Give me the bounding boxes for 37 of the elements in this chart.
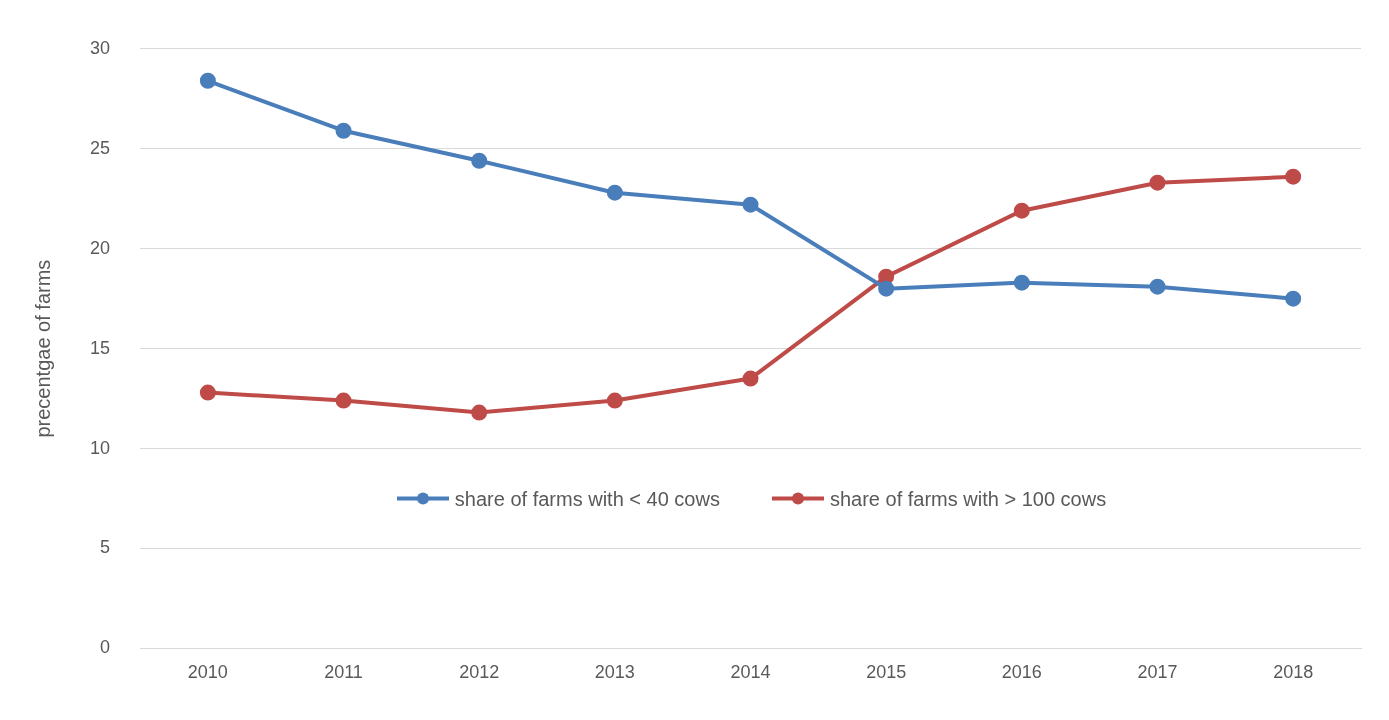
x-tick-label: 2012 (459, 662, 500, 683)
legend-label: share of farms with < 40 cows (454, 487, 720, 510)
y-tick-label: 15 (89, 337, 111, 358)
point (199, 72, 216, 89)
point (606, 392, 623, 409)
y-tick-label: 20 (89, 237, 111, 258)
x-tick-label: 2015 (866, 662, 907, 683)
y-axis-title: precentgae of farms (31, 259, 54, 438)
point (335, 392, 352, 409)
x-tick-label: 2016 (1001, 662, 1042, 683)
point (1149, 278, 1166, 295)
point (199, 384, 216, 401)
y-tick-label: 5 (100, 537, 111, 558)
y-tick-label: 10 (89, 437, 111, 458)
point (1013, 274, 1030, 291)
point (1285, 290, 1302, 307)
y-tick-label: 0 (100, 637, 111, 658)
point (1013, 202, 1030, 219)
x-tick-label: 2013 (594, 662, 635, 683)
point (335, 122, 352, 139)
point (471, 404, 488, 421)
point (742, 370, 759, 387)
x-tick-label: 2017 (1137, 662, 1178, 683)
x-tick-label: 2018 (1273, 662, 1314, 683)
point (742, 196, 759, 213)
x-tick-label: 2011 (324, 662, 363, 683)
point (471, 152, 488, 169)
point (606, 184, 623, 201)
legend-label: share of farms with > 100 cows (829, 487, 1107, 510)
x-tick-label: 2010 (187, 662, 228, 683)
y-tick-label: 25 (89, 137, 111, 158)
point (878, 280, 895, 297)
point (1285, 168, 1302, 185)
y-tick-label: 30 (89, 37, 111, 58)
point (878, 268, 895, 285)
point (1149, 174, 1166, 191)
x-tick-label: 2014 (730, 662, 771, 683)
